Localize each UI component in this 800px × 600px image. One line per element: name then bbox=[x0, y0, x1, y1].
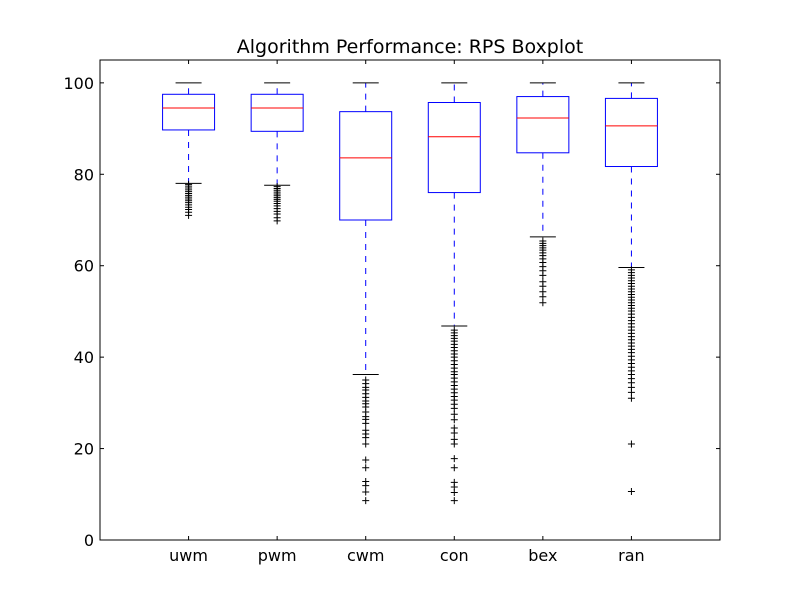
box-iqr bbox=[516, 96, 570, 154]
outlier-point bbox=[450, 497, 458, 505]
outlier-point bbox=[450, 488, 458, 496]
outlier-point bbox=[362, 464, 370, 472]
chart-title: Algorithm Performance: RPS Boxplot bbox=[237, 36, 583, 58]
outlier-point bbox=[627, 440, 635, 448]
outlier-point bbox=[362, 434, 370, 442]
box-iqr bbox=[427, 102, 481, 194]
outlier-point bbox=[362, 488, 370, 496]
outlier-point bbox=[627, 488, 635, 496]
box-iqr bbox=[604, 97, 658, 168]
x-tick-label-ran: ran bbox=[618, 546, 645, 565]
outlier-point bbox=[450, 429, 458, 437]
x-tick-label-con: con bbox=[440, 546, 469, 565]
box-cwm bbox=[339, 82, 393, 505]
box-ran bbox=[604, 82, 658, 496]
outlier-point bbox=[273, 217, 281, 225]
y-tick-label: 80 bbox=[74, 165, 94, 184]
box-con bbox=[427, 82, 481, 505]
outlier-point bbox=[450, 464, 458, 472]
x-tick-label-pwm: pwm bbox=[258, 546, 297, 565]
x-tick-label-uwm: uwm bbox=[169, 546, 208, 565]
plot-marks bbox=[162, 82, 658, 505]
outlier-point bbox=[362, 440, 370, 448]
outlier-point bbox=[539, 293, 547, 301]
y-tick-label: 20 bbox=[74, 440, 94, 459]
outlier-point bbox=[362, 482, 370, 490]
outlier-point bbox=[450, 404, 458, 412]
outlier-point bbox=[185, 211, 193, 219]
axis-ticks: uwm pwm cwm con bex ran 0 20 40 60 80 100 bbox=[63, 60, 720, 565]
outlier-point bbox=[539, 271, 547, 279]
outlier-point bbox=[450, 416, 458, 424]
box-iqr bbox=[162, 93, 216, 131]
box-iqr bbox=[339, 111, 393, 221]
y-tick-label: 60 bbox=[74, 257, 94, 276]
box-iqr bbox=[250, 93, 304, 132]
outlier-point bbox=[362, 456, 370, 464]
outlier-point bbox=[627, 388, 635, 396]
y-tick-label: 0 bbox=[84, 531, 94, 550]
outlier-point bbox=[539, 299, 547, 307]
box-pwm bbox=[250, 82, 304, 225]
y-tick-label: 100 bbox=[63, 74, 94, 93]
box-uwm bbox=[162, 82, 216, 219]
outlier-point bbox=[450, 440, 458, 448]
outlier-point bbox=[362, 497, 370, 505]
x-tick-label-bex: bex bbox=[528, 546, 557, 565]
outlier-point bbox=[362, 419, 370, 427]
outlier-point bbox=[627, 394, 635, 402]
x-tick-label-cwm: cwm bbox=[347, 546, 384, 565]
outlier-point bbox=[450, 455, 458, 463]
y-tick-label: 40 bbox=[74, 348, 94, 367]
box-bex bbox=[516, 82, 570, 307]
plot-frame bbox=[99, 59, 721, 541]
